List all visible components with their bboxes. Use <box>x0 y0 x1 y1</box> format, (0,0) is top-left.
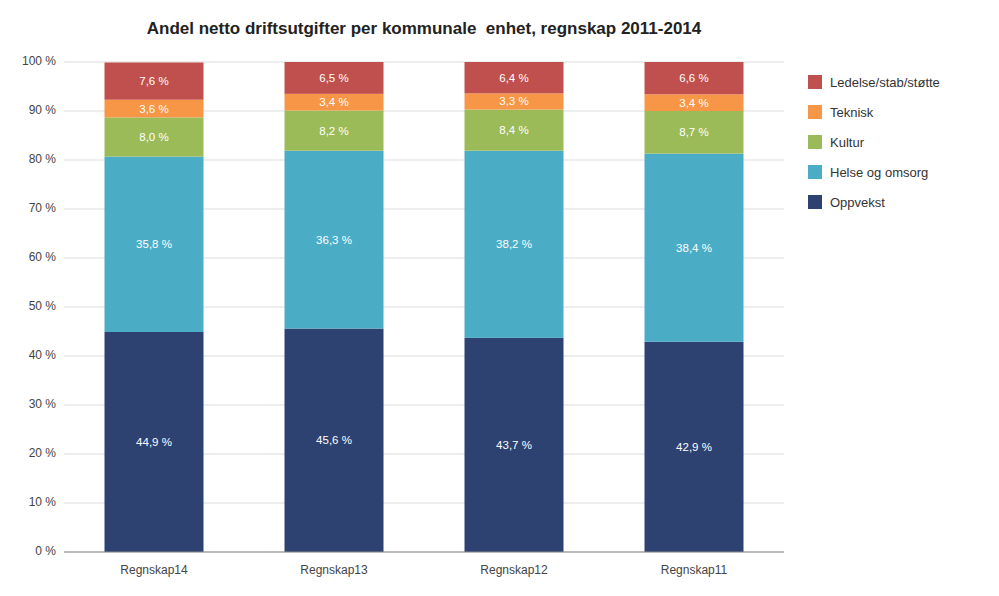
data-label: 44,9 % <box>136 436 172 448</box>
bar-segment <box>105 332 204 552</box>
data-label: 43,7 % <box>496 439 532 451</box>
bar-segment <box>285 329 384 552</box>
y-tick-label: 90 % <box>29 103 57 117</box>
bar-segment <box>645 111 744 154</box>
y-tick-label: 70 % <box>29 201 57 215</box>
x-tick-label: Regnskap11 <box>661 563 728 577</box>
legend-swatch <box>808 195 822 209</box>
y-tick-label: 50 % <box>29 299 57 313</box>
data-label: 6,4 % <box>499 72 528 84</box>
legend: Ledelse/stab/støtte Teknisk Kultur Helse og… <box>808 75 940 210</box>
legend-label: Helse og omsorg <box>830 165 928 180</box>
data-label: 42,9 % <box>676 441 712 453</box>
bar-segment <box>285 111 384 151</box>
legend-label: Kultur <box>830 135 865 150</box>
grid <box>64 62 784 552</box>
bar-segment <box>645 62 744 94</box>
bars <box>105 62 744 552</box>
y-tick-label: 60 % <box>29 250 57 264</box>
bar-segment <box>285 62 384 94</box>
data-label: 8,7 % <box>679 126 708 138</box>
data-label: 3,4 % <box>679 97 708 109</box>
bar-segment <box>465 151 564 338</box>
legend-swatch <box>808 105 822 119</box>
data-label: 6,5 % <box>319 72 348 84</box>
bar-segment <box>105 117 204 156</box>
data-label: 3,4 % <box>319 96 348 108</box>
y-tick-label: 20 % <box>29 446 57 460</box>
title: Andel netto driftsutgifter per kommunale… <box>147 19 702 38</box>
legend-label: Oppvekst <box>830 195 885 210</box>
y-tick-label: 40 % <box>29 348 57 362</box>
data-labels: 44,9 % 45,6 % 43,7 % 42,9 % 35,8 % 36,3 % 38,2… <box>136 72 712 453</box>
y-tick-label: 30 % <box>29 397 57 411</box>
data-label: 35,8 % <box>136 238 172 250</box>
legend-swatch <box>808 75 822 89</box>
bar-segment <box>105 62 204 99</box>
data-label: 7,6 % <box>139 75 168 87</box>
legend-label: Teknisk <box>830 105 874 120</box>
data-label: 8,0 % <box>139 131 168 143</box>
y-axis: 0 % 10 % 20 % 30 % 40 % 50 % 60 % 70 % 80 % 90 % 1… <box>22 54 56 558</box>
data-label: 3,6 % <box>139 103 168 115</box>
data-label: 6,6 % <box>679 72 708 84</box>
y-tick-label: 100 % <box>22 54 56 68</box>
data-label: 36,3 % <box>316 234 352 246</box>
x-tick-label: Regnskap13 <box>300 563 368 577</box>
legend-swatch <box>808 135 822 149</box>
bar-segment <box>645 342 744 552</box>
bar-segment <box>465 93 564 109</box>
bar-segment <box>645 154 744 342</box>
x-tick-label: Regnskap12 <box>480 563 548 577</box>
data-label: 45,6 % <box>316 434 352 446</box>
bar-segment <box>465 110 564 151</box>
legend-swatch <box>808 165 822 179</box>
legend-label: Ledelse/stab/støtte <box>830 75 940 90</box>
grid-line <box>64 552 784 553</box>
data-label: 8,2 % <box>319 125 348 137</box>
chart: Andel netto driftsutgifter per kommunale… <box>0 0 999 596</box>
bar-segment <box>285 94 384 111</box>
bar-segment <box>105 157 204 332</box>
bar-segment <box>465 62 564 93</box>
y-tick-label: 10 % <box>29 495 57 509</box>
bar-segment <box>105 100 204 118</box>
bar-segment <box>285 151 384 329</box>
data-label: 8,4 % <box>499 124 528 136</box>
bar-segment <box>645 94 744 111</box>
x-tick-label: Regnskap14 <box>120 563 188 577</box>
y-tick-label: 0 % <box>35 544 56 558</box>
data-label: 38,2 % <box>496 238 532 250</box>
x-axis: Regnskap14 Regnskap13 Regnskap12 Regnskap11 <box>64 552 784 577</box>
data-label: 38,4 % <box>676 242 712 254</box>
x-axis-line <box>64 552 784 553</box>
y-tick-label: 80 % <box>29 152 57 166</box>
bar-segment <box>465 338 564 552</box>
data-label: 3,3 % <box>499 95 528 107</box>
